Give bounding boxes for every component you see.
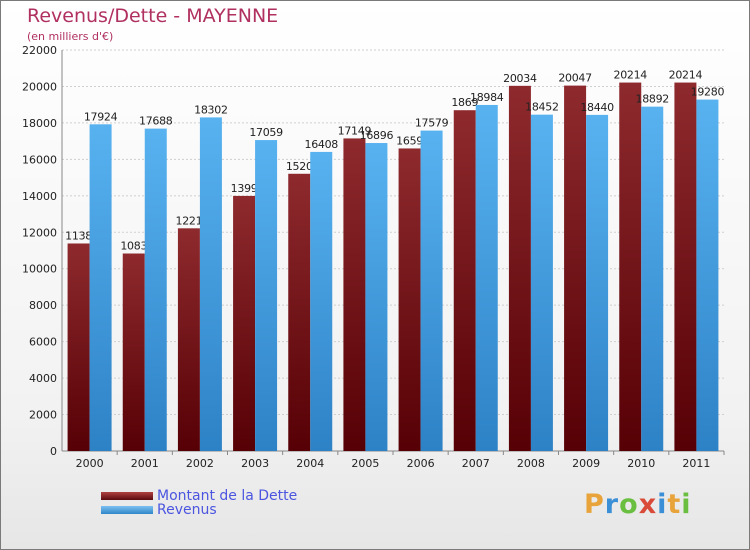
data-label: 16896 [360, 129, 394, 142]
y-tick-label: 4000 [29, 372, 57, 385]
y-tick-label: 2000 [29, 409, 57, 422]
data-label: 17579 [415, 117, 449, 130]
logo-letter: r [604, 489, 620, 520]
bar-dette [674, 82, 697, 452]
bar-revenus [310, 151, 333, 451]
data-label: 18440 [580, 101, 614, 114]
bar-revenus [199, 117, 222, 452]
legend-item-dette: Montant de la Dette [101, 488, 297, 504]
chart-subtitle: (en milliers d'€) [27, 30, 114, 43]
logo-letter: o [619, 489, 639, 520]
x-tick-label: 2001 [131, 457, 159, 470]
logo-letter: x [638, 489, 658, 520]
bar-dette [122, 253, 145, 451]
data-label: 20047 [558, 72, 592, 85]
logo-letter: i [681, 489, 692, 520]
data-label: 17149 [338, 124, 372, 137]
x-tick-label: 2000 [76, 457, 104, 470]
legend-swatch-revenus [101, 506, 153, 514]
x-tick-label: 2005 [351, 457, 379, 470]
x-tick-label: 2008 [517, 457, 545, 470]
data-label: 18984 [470, 91, 504, 104]
data-label: 20034 [503, 72, 537, 85]
logo-letter: P [584, 489, 605, 520]
data-label: 19280 [691, 86, 725, 99]
y-tick-label: 18000 [22, 117, 57, 130]
bar-revenus [586, 114, 609, 451]
data-label: 16408 [305, 138, 339, 151]
x-tick-label: 2006 [407, 457, 435, 470]
legend-label-revenus: Revenus [157, 502, 217, 518]
bar-dette [67, 243, 90, 451]
bar-dette [619, 82, 642, 452]
data-label: 1399 [231, 182, 258, 195]
data-label: 1138 [65, 229, 92, 242]
data-label: 18452 [525, 101, 559, 114]
data-label: 17924 [84, 110, 118, 123]
x-tick-label: 2011 [682, 457, 710, 470]
bar-revenus [530, 114, 553, 452]
data-label: 17688 [139, 115, 173, 128]
x-tick-label: 2007 [462, 457, 490, 470]
bar-dette [288, 173, 311, 451]
data-label: 1083 [120, 240, 147, 253]
data-label: 18302 [194, 103, 228, 116]
data-label: 17059 [249, 126, 283, 139]
legend-item-revenus: Revenus [101, 502, 217, 518]
y-tick-label: 10000 [22, 263, 57, 276]
data-label: 20214 [669, 69, 703, 82]
bar-revenus [641, 106, 664, 451]
bar-revenus [475, 104, 498, 452]
x-tick-label: 2010 [627, 457, 655, 470]
y-tick-label: 14000 [22, 190, 57, 203]
bar-dette [177, 228, 200, 451]
bar-dette [398, 148, 421, 451]
data-label: 18892 [636, 93, 670, 106]
bar-dette [233, 195, 256, 451]
y-tick-label: 6000 [29, 336, 57, 349]
data-label: 1659 [396, 134, 423, 147]
bar-dette [343, 138, 366, 451]
y-tick-label: 0 [50, 445, 57, 458]
legend-swatch-dette [101, 492, 153, 500]
data-label: 1221 [176, 214, 203, 227]
bar-dette [453, 110, 476, 451]
y-tick-label: 12000 [22, 226, 57, 239]
logo-letter: t [667, 489, 682, 520]
bar-revenus [420, 130, 443, 452]
x-tick-label: 2003 [241, 457, 269, 470]
bar-revenus [696, 99, 719, 451]
bar-dette [508, 85, 531, 452]
y-tick-label: 16000 [22, 153, 57, 166]
bar-revenus [255, 140, 278, 451]
data-label: 1869 [451, 96, 478, 109]
y-tick-label: 22000 [22, 44, 57, 57]
y-tick-label: 8000 [29, 299, 57, 312]
bar-dette [564, 85, 587, 451]
bar-revenus [365, 143, 388, 452]
bar-revenus [89, 124, 112, 451]
data-label: 20214 [614, 69, 648, 82]
bar-revenus [144, 128, 167, 451]
y-tick-label: 20000 [22, 80, 57, 93]
chart-title: Revenus/Dette - MAYENNE [27, 5, 279, 27]
logo-letter: i [657, 489, 668, 520]
legend-label-dette: Montant de la Dette [157, 488, 298, 504]
data-label: 1520 [286, 160, 313, 173]
proxiti-logo: Proxiti [584, 489, 692, 520]
x-tick-label: 2004 [296, 457, 324, 470]
x-tick-label: 2009 [572, 457, 600, 470]
x-tick-label: 2002 [186, 457, 214, 470]
